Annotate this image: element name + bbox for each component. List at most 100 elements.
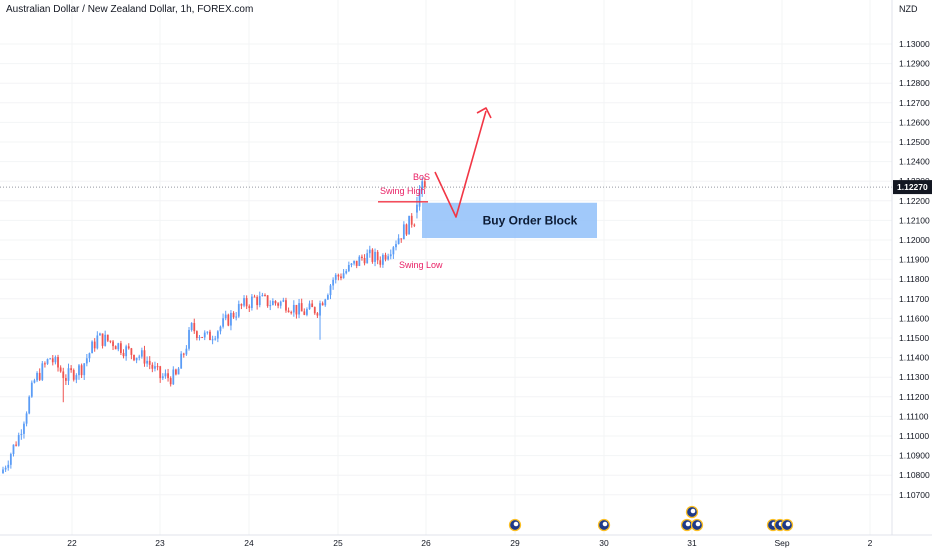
last-price-value: 1.12270 bbox=[897, 182, 928, 192]
candle-body bbox=[167, 373, 169, 379]
candle-body bbox=[222, 318, 224, 327]
event-flag-icon[interactable] bbox=[780, 518, 794, 532]
event-flag-icon[interactable] bbox=[690, 518, 704, 532]
candle-body bbox=[350, 263, 353, 266]
candle-body bbox=[51, 358, 54, 363]
economic-events[interactable] bbox=[508, 505, 794, 532]
candle-body bbox=[363, 258, 366, 264]
price-tick-label: 1.11700 bbox=[899, 294, 929, 304]
candle-body bbox=[389, 254, 392, 257]
candle-body bbox=[219, 326, 222, 332]
candle-body bbox=[91, 341, 93, 354]
time-tick-label: 24 bbox=[244, 538, 254, 548]
time-tick-label: 25 bbox=[333, 538, 343, 548]
candle-body bbox=[38, 372, 41, 380]
candle-body bbox=[240, 304, 243, 306]
candle-body bbox=[99, 333, 101, 336]
price-tick-label: 1.11300 bbox=[899, 372, 929, 382]
currency-label: NZD bbox=[899, 4, 918, 14]
candle-body bbox=[224, 314, 227, 319]
drawing-annotations: Buy Order Block Swing High Swing Low BoS bbox=[0, 107, 892, 270]
chart-title: Australian Dollar / New Zealand Dollar, … bbox=[6, 4, 254, 15]
candle-body bbox=[237, 304, 240, 317]
candle-body bbox=[376, 251, 379, 261]
time-axis[interactable]: 22 23 24 25 26 29 30 31 Sep 2 bbox=[0, 534, 932, 548]
candle-body bbox=[321, 303, 324, 306]
candle-body bbox=[402, 224, 405, 240]
time-tick-label: 23 bbox=[155, 538, 165, 548]
candle-body bbox=[303, 311, 306, 315]
event-flag-icon[interactable] bbox=[685, 505, 699, 519]
price-tick-label: 1.12700 bbox=[899, 98, 930, 108]
candle-body bbox=[62, 371, 65, 379]
event-flag-icon[interactable] bbox=[508, 518, 522, 532]
candle-body bbox=[382, 254, 384, 265]
candle-body bbox=[332, 279, 335, 286]
candle-body bbox=[57, 356, 59, 368]
candle-body bbox=[112, 341, 114, 347]
candle-body bbox=[83, 363, 86, 376]
candle-body bbox=[117, 343, 120, 350]
candle-body bbox=[256, 297, 259, 306]
candle-body bbox=[308, 303, 311, 310]
time-tick-label: 22 bbox=[67, 538, 77, 548]
candle-body bbox=[172, 369, 175, 385]
candle-body bbox=[135, 357, 138, 361]
candle-body bbox=[85, 358, 88, 364]
candle-body bbox=[423, 181, 426, 188]
candle-body bbox=[421, 181, 424, 190]
candle-body bbox=[374, 251, 376, 262]
candle-body bbox=[159, 366, 162, 379]
price-tick-label: 1.11900 bbox=[899, 255, 929, 265]
price-tick-label: 1.11200 bbox=[899, 392, 929, 402]
candle-body bbox=[4, 467, 7, 470]
candle-body bbox=[285, 300, 287, 311]
candle-body bbox=[326, 295, 329, 300]
candle-body bbox=[298, 303, 300, 315]
candle-body bbox=[405, 224, 408, 235]
time-tick-label: 26 bbox=[421, 538, 431, 548]
event-flag-icon[interactable] bbox=[680, 518, 694, 532]
candle-body bbox=[2, 469, 4, 474]
candle-body bbox=[358, 256, 361, 266]
candle-body bbox=[193, 323, 196, 332]
last-price-tag bbox=[893, 180, 932, 195]
candle-body bbox=[279, 301, 282, 306]
candle-body bbox=[54, 356, 57, 363]
candle-body bbox=[269, 305, 272, 307]
price-tick-label: 1.10800 bbox=[899, 470, 930, 480]
price-tick-label: 1.12400 bbox=[899, 157, 930, 167]
flag-mark bbox=[695, 521, 701, 527]
candle-body bbox=[59, 367, 62, 372]
order-block-label: Buy Order Block bbox=[483, 213, 578, 227]
candle-body bbox=[395, 244, 397, 248]
candle-body bbox=[17, 435, 20, 446]
price-tick-label: 1.11000 bbox=[899, 431, 929, 441]
candle-body bbox=[23, 423, 25, 434]
candle-body bbox=[387, 256, 390, 260]
candle-body bbox=[345, 271, 348, 274]
event-flag-icon[interactable] bbox=[597, 518, 611, 532]
price-axis[interactable]: 1.13000 1.12900 1.12800 1.12700 1.12600 1.125… bbox=[891, 0, 932, 535]
candle-body bbox=[164, 373, 167, 377]
candle-body bbox=[195, 331, 198, 338]
price-tick-label: 1.11100 bbox=[899, 411, 929, 421]
candle-body bbox=[209, 331, 211, 341]
candle-body bbox=[67, 368, 70, 381]
candle-body bbox=[143, 350, 146, 364]
candle-body bbox=[122, 352, 125, 357]
candle-body bbox=[64, 378, 67, 381]
candle-body bbox=[140, 350, 143, 357]
time-tick-label: Sep bbox=[774, 538, 789, 548]
candle-body bbox=[232, 312, 235, 318]
candle-body bbox=[25, 413, 28, 424]
candle-body bbox=[188, 329, 190, 349]
candle-body bbox=[80, 365, 83, 376]
candle-body bbox=[290, 312, 293, 314]
candle-body bbox=[151, 364, 154, 369]
candle-body bbox=[104, 334, 107, 346]
candle-body bbox=[324, 299, 327, 306]
candle-body bbox=[418, 189, 421, 207]
time-tick-label: 30 bbox=[599, 538, 609, 548]
